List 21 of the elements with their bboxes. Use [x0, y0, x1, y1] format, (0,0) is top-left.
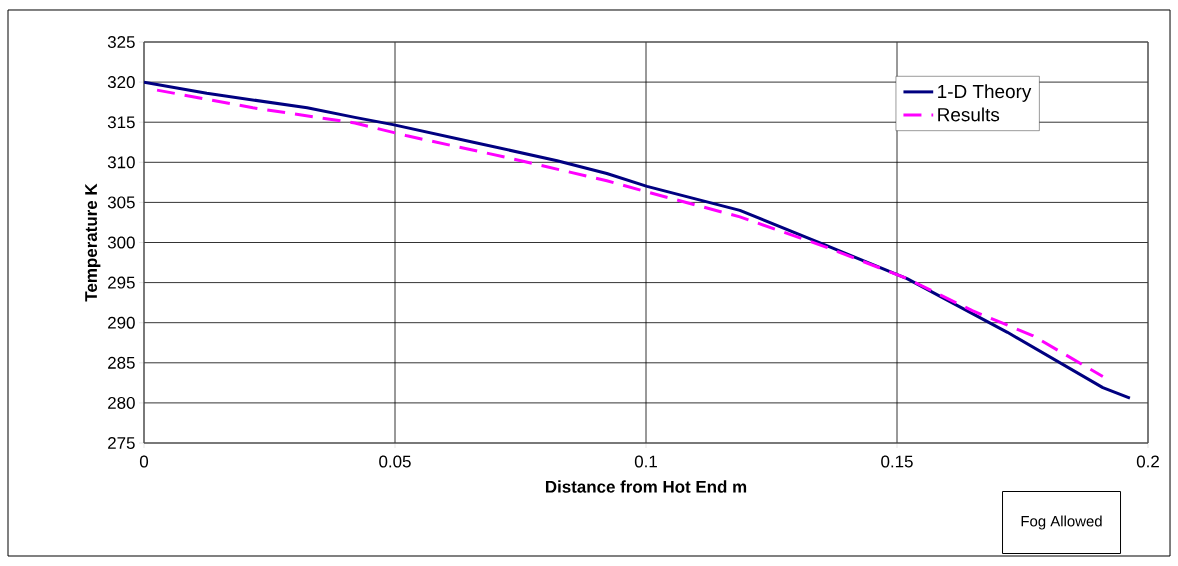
- x-tick-label: 0: [139, 455, 149, 468]
- y-tick-label: 275: [108, 437, 135, 449]
- y-tick-label: 285: [108, 356, 135, 369]
- y-tick-label: 325: [107, 36, 135, 48]
- legend-label: Results: [938, 107, 1000, 122]
- y-tick-label: 310: [107, 156, 135, 169]
- x-tick-label: 0.05: [379, 455, 411, 468]
- x-tick-label: 0.1: [634, 455, 657, 468]
- y-tick-label: 305: [107, 196, 135, 209]
- y-tick-label: 280: [108, 396, 135, 409]
- y-tick-label: 290: [108, 316, 135, 329]
- x-tick-label: 0.15: [881, 455, 913, 468]
- y-tick-label: 295: [108, 276, 135, 289]
- x-axis-title: Distance from Hot End m: [545, 480, 747, 493]
- y-axis-title: Temperature K: [85, 183, 101, 302]
- legend-label: 1-D Theory: [938, 84, 1032, 102]
- y-tick-label: 315: [107, 116, 135, 129]
- x-tick-label: 0.2: [1136, 455, 1159, 468]
- text: Fog Allowed: [1021, 515, 1102, 530]
- y-tick-label: 300: [107, 236, 135, 249]
- y-tick-label: 320: [107, 76, 135, 89]
